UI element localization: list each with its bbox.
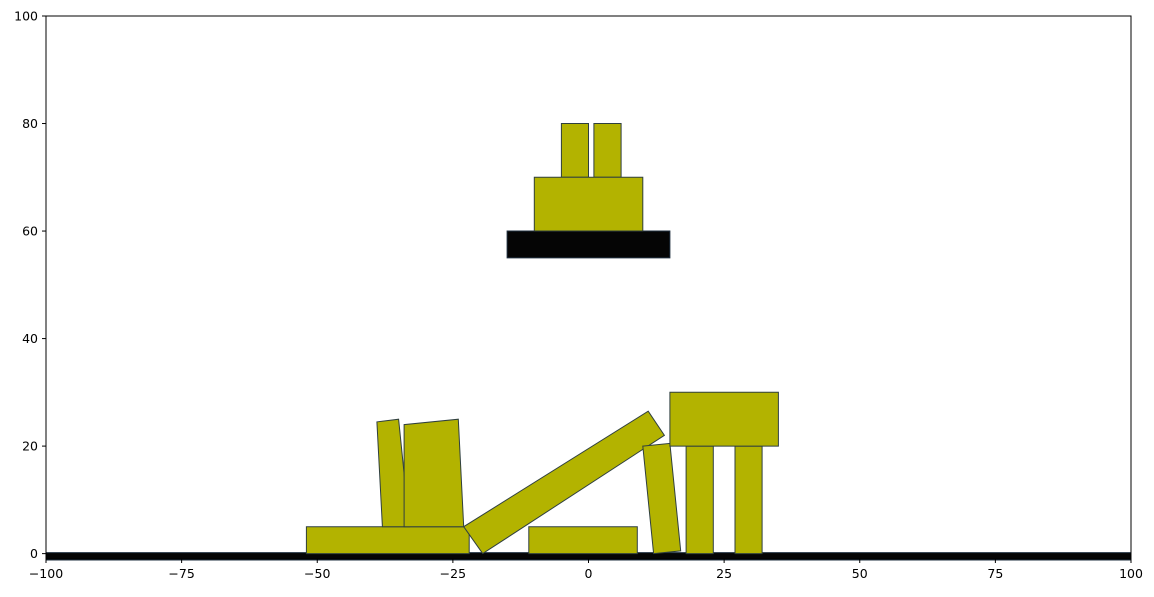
y-axis: 0 20 40 60 80 100 [14, 9, 46, 561]
x-tick-label: 0 [585, 566, 593, 581]
y-tick-label: 60 [22, 224, 38, 239]
block-7 [462, 410, 666, 555]
block-8 [528, 526, 638, 555]
plot-area [45, 123, 1132, 561]
block-10 [685, 445, 714, 555]
y-tick-label: 20 [22, 439, 38, 454]
x-tick-label: 100 [1119, 566, 1143, 581]
y-tick-label: 80 [22, 116, 38, 131]
x-tick-label: −25 [440, 566, 466, 581]
block-12 [669, 391, 779, 447]
x-tick-label: 25 [716, 566, 732, 581]
block-1 [560, 123, 589, 178]
x-axis: −100 −75 −50 −25 0 25 50 75 100 [29, 559, 1143, 581]
block-4 [305, 526, 470, 555]
block-6 [403, 418, 465, 528]
x-tick-label: 75 [987, 566, 1003, 581]
y-tick-label: 100 [14, 9, 38, 24]
y-tick-label: 0 [30, 546, 38, 561]
x-tick-label: −100 [29, 566, 63, 581]
x-tick-label: −50 [304, 566, 330, 581]
block-2 [593, 123, 622, 178]
block-9 [642, 442, 682, 555]
block-5 [376, 418, 411, 528]
x-tick-label: 50 [852, 566, 868, 581]
static-platform-1 [506, 230, 671, 259]
y-tick-label: 40 [22, 331, 38, 346]
block-11 [734, 445, 763, 555]
block-3 [533, 176, 644, 232]
x-tick-label: −75 [168, 566, 194, 581]
